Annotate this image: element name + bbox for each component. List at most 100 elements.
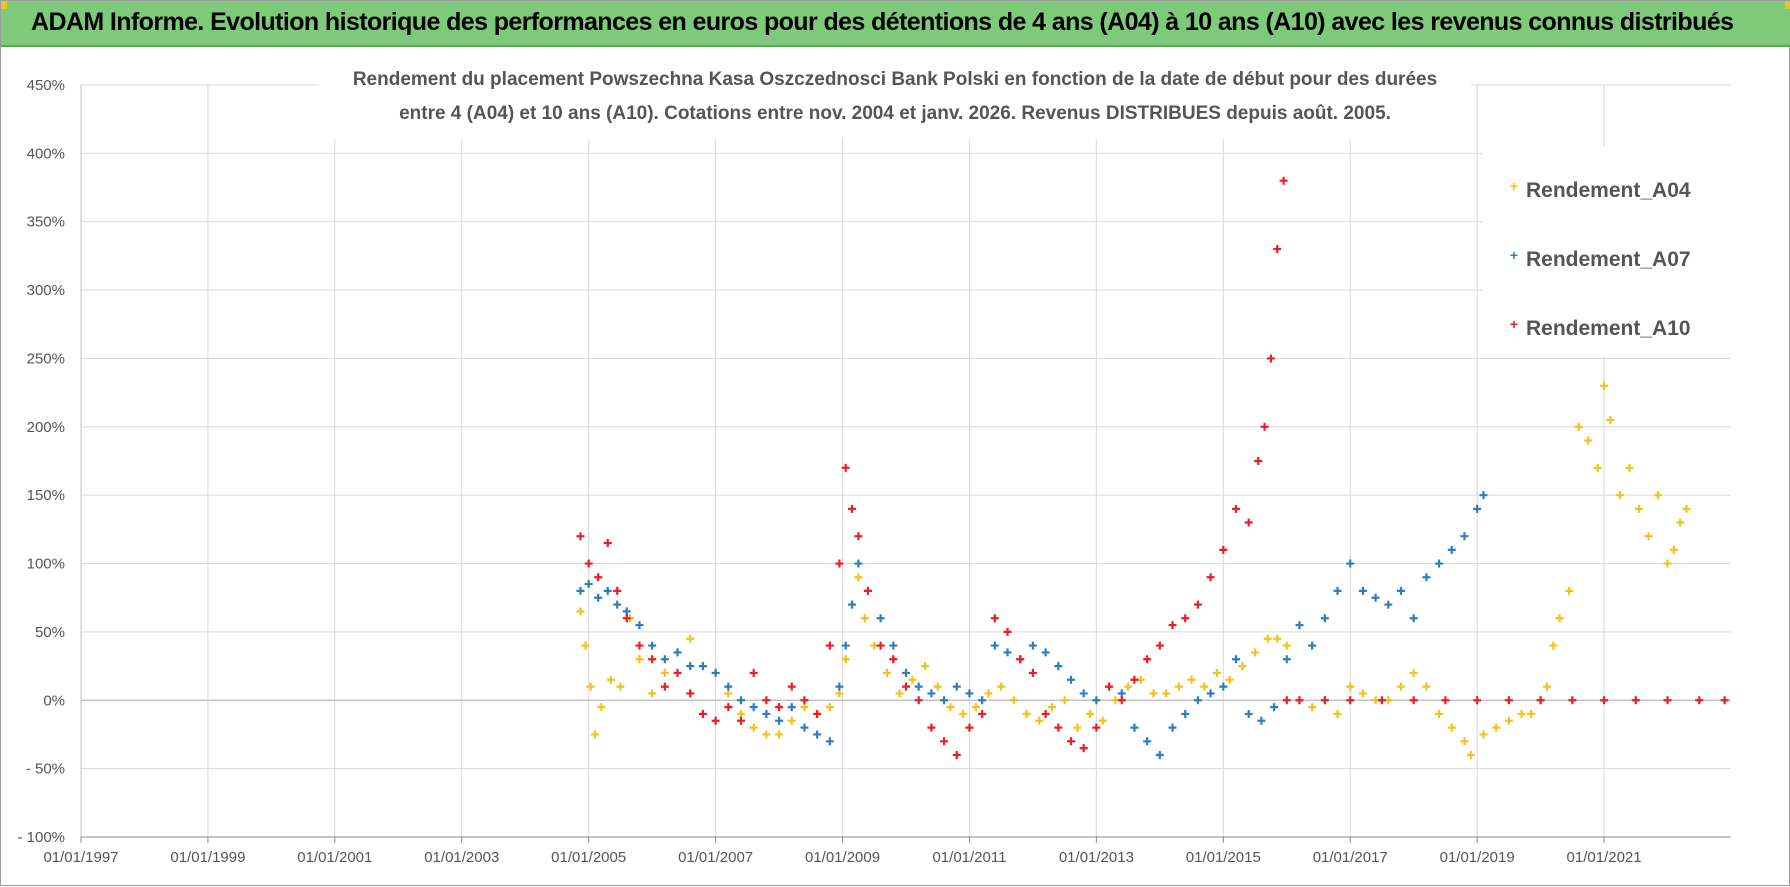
point-a10 bbox=[1244, 518, 1253, 527]
point-a10 bbox=[1346, 696, 1355, 705]
point-a04 bbox=[1625, 463, 1634, 472]
point-a10 bbox=[1282, 696, 1291, 705]
point-a04 bbox=[1504, 716, 1513, 725]
point-a07 bbox=[914, 682, 923, 691]
point-a04 bbox=[895, 689, 904, 698]
point-a07 bbox=[635, 621, 644, 630]
x-tick-label: 01/01/1997 bbox=[43, 849, 118, 866]
point-a04 bbox=[1212, 668, 1221, 677]
legend-label-a07: Rendement_A07 bbox=[1526, 248, 1691, 271]
point-a04 bbox=[1676, 518, 1685, 527]
point-a07 bbox=[1384, 600, 1393, 609]
point-a07 bbox=[1320, 614, 1329, 623]
point-a04 bbox=[1634, 504, 1643, 513]
point-a04 bbox=[997, 682, 1006, 691]
point-a07 bbox=[762, 709, 771, 718]
point-a07 bbox=[1232, 655, 1240, 664]
point-a04 bbox=[1060, 696, 1069, 705]
point-a07 bbox=[737, 696, 745, 705]
point-a10 bbox=[594, 573, 603, 582]
y-tick-label: 50% bbox=[35, 624, 65, 641]
point-a04 bbox=[1358, 689, 1367, 698]
point-a07 bbox=[724, 682, 733, 691]
point-a04 bbox=[686, 634, 695, 643]
point-a04 bbox=[1251, 648, 1260, 657]
point-a07 bbox=[1181, 709, 1190, 718]
y-tick-label: - 100% bbox=[17, 829, 65, 846]
point-a10 bbox=[698, 709, 707, 718]
x-tick-label: 01/01/2005 bbox=[551, 849, 626, 866]
point-a10 bbox=[825, 641, 834, 650]
point-a04 bbox=[908, 675, 917, 684]
point-a04 bbox=[1584, 436, 1593, 445]
point-a04 bbox=[1409, 668, 1418, 677]
point-a10 bbox=[584, 559, 593, 568]
point-a07 bbox=[952, 682, 961, 691]
point-a04 bbox=[737, 709, 745, 718]
point-a04 bbox=[1086, 709, 1095, 718]
y-tick-label: 200% bbox=[27, 419, 65, 436]
point-a07 bbox=[940, 696, 949, 705]
x-axis: 01/01/1997 01/01/1999 01/01/2001 01/01/2003… bbox=[43, 837, 1642, 866]
point-a04 bbox=[1549, 641, 1558, 650]
point-a10 bbox=[1168, 621, 1177, 630]
point-a04 bbox=[1308, 703, 1317, 712]
point-a10 bbox=[1320, 696, 1329, 705]
legend-label-a10: Rendement_A10 bbox=[1526, 317, 1691, 340]
point-a10 bbox=[876, 641, 885, 650]
y-axis: - 100% - 50% 0% 50% 100% 150% 200% 250% 300% 350%… bbox=[17, 77, 65, 846]
point-a04 bbox=[800, 703, 809, 712]
point-a07 bbox=[1409, 614, 1418, 623]
y-tick-label: 400% bbox=[27, 145, 65, 162]
point-a10 bbox=[1117, 696, 1126, 705]
point-a07 bbox=[1130, 723, 1139, 732]
point-a07 bbox=[854, 559, 863, 568]
point-a10 bbox=[1219, 545, 1228, 554]
point-a04 bbox=[597, 703, 606, 712]
point-a10 bbox=[952, 750, 961, 759]
point-a07 bbox=[1358, 586, 1367, 595]
point-a07 bbox=[1168, 723, 1177, 732]
point-a04 bbox=[1654, 491, 1663, 500]
point-a04 bbox=[1333, 709, 1342, 718]
point-a10 bbox=[762, 696, 771, 705]
point-a04 bbox=[854, 573, 863, 582]
point-a10 bbox=[841, 463, 850, 472]
point-a10 bbox=[673, 668, 682, 677]
point-a10 bbox=[1536, 696, 1545, 705]
point-a07 bbox=[990, 641, 999, 650]
point-a04 bbox=[1225, 675, 1234, 684]
point-a10 bbox=[835, 559, 844, 568]
point-a10 bbox=[724, 703, 733, 712]
legend-background bbox=[1483, 147, 1731, 357]
point-a07 bbox=[848, 600, 857, 609]
point-a10 bbox=[775, 703, 784, 712]
point-a04 bbox=[1600, 381, 1609, 390]
point-a07 bbox=[1447, 545, 1456, 554]
x-tick-label: 01/01/1999 bbox=[170, 849, 245, 866]
point-a10 bbox=[1016, 655, 1025, 664]
series-a04 bbox=[576, 381, 1691, 759]
point-a10 bbox=[1473, 696, 1482, 705]
y-tick-label: 150% bbox=[27, 487, 65, 504]
x-tick-label: 01/01/2001 bbox=[297, 849, 372, 866]
point-a10 bbox=[1409, 696, 1418, 705]
point-a04 bbox=[1517, 709, 1526, 718]
banner-corner-left bbox=[1, 1, 7, 9]
y-tick-label: - 50% bbox=[26, 761, 65, 778]
point-a04 bbox=[946, 703, 955, 712]
point-a04 bbox=[1644, 532, 1653, 541]
point-a10 bbox=[576, 532, 585, 541]
point-a07 bbox=[1473, 504, 1482, 513]
point-a10 bbox=[1206, 573, 1215, 582]
point-a10 bbox=[1441, 696, 1450, 705]
point-a07 bbox=[1003, 648, 1012, 657]
x-tick-label: 01/01/2013 bbox=[1059, 849, 1134, 866]
point-a10 bbox=[1130, 675, 1139, 684]
point-a10 bbox=[1092, 723, 1101, 732]
point-a04 bbox=[1022, 709, 1031, 718]
x-tick-label: 01/01/2007 bbox=[678, 849, 753, 866]
point-a10 bbox=[1504, 696, 1513, 705]
x-tick-label: 01/01/2019 bbox=[1440, 849, 1515, 866]
